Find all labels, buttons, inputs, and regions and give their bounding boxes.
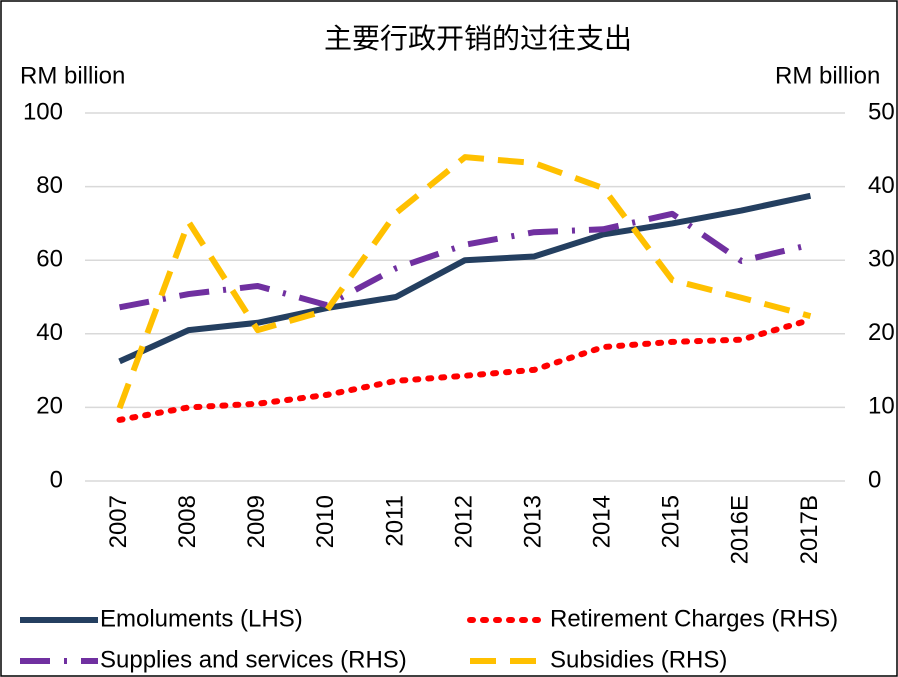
- series-line: [116, 316, 814, 423]
- series-line: [118, 192, 812, 365]
- y2-tick-label: 40: [868, 172, 895, 199]
- x-tick-label: 2017B: [796, 495, 823, 564]
- legend-label: Subsidies (RHS): [550, 646, 727, 673]
- x-tick-label: 2016E: [727, 495, 754, 564]
- legend-label: Emoluments (LHS): [100, 605, 303, 632]
- y-tick-label: 0: [50, 466, 63, 493]
- chart-title: 主要行政开销的过往支出: [324, 22, 632, 55]
- legend-label: Supplies and services (RHS): [100, 646, 407, 673]
- x-tick-label: 2007: [105, 495, 132, 548]
- y-tick-label: 60: [36, 246, 63, 273]
- x-tick-label: 2014: [589, 495, 616, 548]
- y-tick-label: 40: [36, 319, 63, 346]
- x-tick-label: 2012: [450, 495, 477, 548]
- x-tick-label: 2009: [243, 495, 270, 548]
- legend-label: Retirement Charges (RHS): [550, 605, 838, 632]
- x-tick-label: 2011: [381, 495, 408, 547]
- series-line: [116, 154, 812, 410]
- y2-tick-label: 30: [868, 246, 895, 273]
- x-tick-label: 2013: [519, 495, 546, 548]
- y2-tick-label: 50: [868, 98, 895, 125]
- y-axis-label: RM billion: [20, 62, 125, 89]
- x-tick-label: 2010: [312, 495, 339, 548]
- y2-tick-label: 0: [868, 466, 881, 493]
- y-tick-label: 20: [36, 393, 63, 420]
- y2-axis-label: RM billion: [775, 62, 880, 89]
- y-tick-label: 100: [23, 98, 63, 125]
- y-tick-label: 80: [36, 172, 63, 199]
- y2-tick-label: 20: [868, 319, 895, 346]
- x-tick-label: 2015: [658, 495, 685, 548]
- x-tick-label: 2008: [174, 495, 201, 548]
- y2-tick-label: 10: [868, 393, 895, 420]
